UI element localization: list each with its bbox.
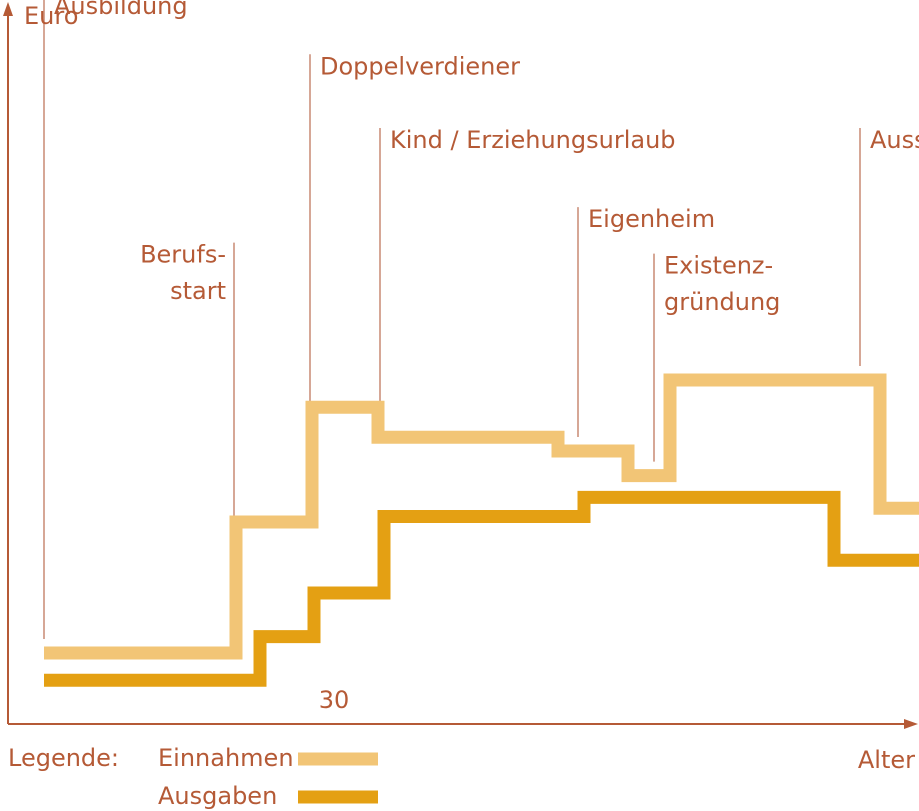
legend-title: Legende: xyxy=(8,744,119,772)
x-tick-label: 30 xyxy=(319,686,350,714)
legend: Legende: Einnahmen Ausgaben xyxy=(8,744,378,810)
legend-label-ausgaben: Ausgaben xyxy=(158,782,277,810)
x-axis-label: Alter xyxy=(858,746,915,774)
series-lines xyxy=(44,373,919,687)
event-label: Doppelverdiener xyxy=(320,52,520,80)
y-axis-label: Euro xyxy=(24,2,78,30)
event-label: gründung xyxy=(664,288,780,316)
x-axis-arrow-icon xyxy=(904,719,918,729)
series-line-einnahmen xyxy=(44,373,919,660)
event-label: Eigenheim xyxy=(588,205,715,233)
event-label: start xyxy=(170,277,226,305)
event-label: Kind / Erziehungsurlaub xyxy=(390,126,676,154)
event-marker-lines xyxy=(43,0,861,639)
axes xyxy=(3,2,918,729)
x-tick-labels: 306080 xyxy=(319,686,919,714)
y-axis-arrow-icon xyxy=(3,2,13,16)
series-line-ausgaben xyxy=(44,490,919,687)
event-label: Ausbildung xyxy=(54,0,188,20)
event-label: Ausstieg Berufsleben xyxy=(870,126,919,154)
event-label: Berufs- xyxy=(140,241,226,269)
legend-label-einnahmen: Einnahmen xyxy=(158,744,294,772)
event-label: Existenz- xyxy=(664,252,773,280)
event-annotations: Ausbildung Doppelverdiener Kind / Erziehun… xyxy=(54,0,919,316)
